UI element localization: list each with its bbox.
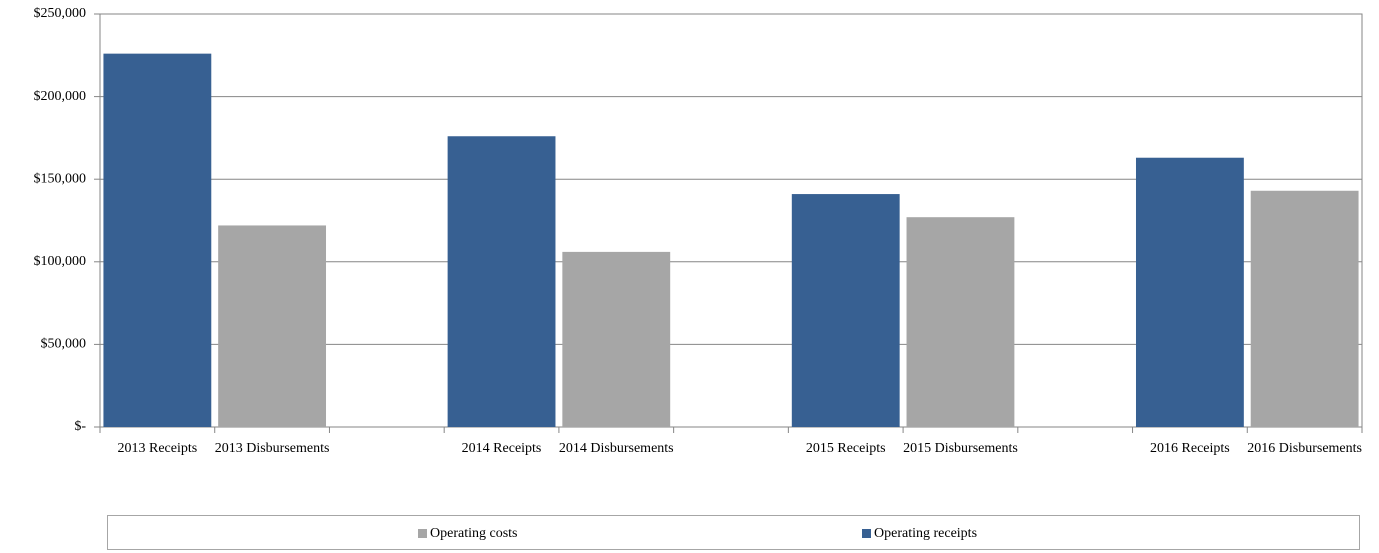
legend-label: Operating costs bbox=[430, 525, 518, 541]
y-tick-label: $- bbox=[74, 419, 86, 434]
x-tick-label: 2014 Disbursements bbox=[558, 441, 674, 456]
y-tick-label: $200,000 bbox=[34, 89, 87, 104]
bar bbox=[1135, 157, 1244, 427]
y-tick-label: $50,000 bbox=[41, 337, 87, 352]
x-tick-label: 2015 Receipts bbox=[805, 441, 886, 456]
y-tick-label: $250,000 bbox=[34, 6, 87, 21]
x-tick-label: 2016 Receipts bbox=[1150, 441, 1230, 456]
bar bbox=[906, 217, 1015, 427]
x-tick-label: 2015 Disbursements bbox=[903, 441, 1018, 456]
y-tick-label: $100,000 bbox=[34, 254, 87, 269]
bar bbox=[1250, 190, 1359, 427]
legend: Operating costs Operating receipts bbox=[107, 515, 1360, 550]
legend-swatch bbox=[418, 529, 427, 538]
bar bbox=[791, 194, 900, 427]
bar bbox=[562, 251, 671, 427]
bar bbox=[218, 225, 327, 427]
x-tick-label: 2014 Receipts bbox=[461, 441, 542, 456]
bar bbox=[447, 136, 556, 428]
legend-swatch bbox=[862, 529, 871, 538]
x-tick-label: 2013 Receipts bbox=[117, 441, 198, 456]
plot-border bbox=[99, 13, 1363, 428]
x-tick-label: 2016 Disbursements bbox=[1247, 441, 1362, 456]
x-tick-label: 2013 Disbursements bbox=[214, 441, 330, 456]
y-tick-label: $150,000 bbox=[34, 171, 87, 186]
legend-item: Operating receipts bbox=[862, 516, 977, 551]
bar bbox=[103, 53, 212, 427]
legend-label: Operating receipts bbox=[874, 525, 978, 541]
legend-item: Operating costs bbox=[418, 516, 517, 551]
